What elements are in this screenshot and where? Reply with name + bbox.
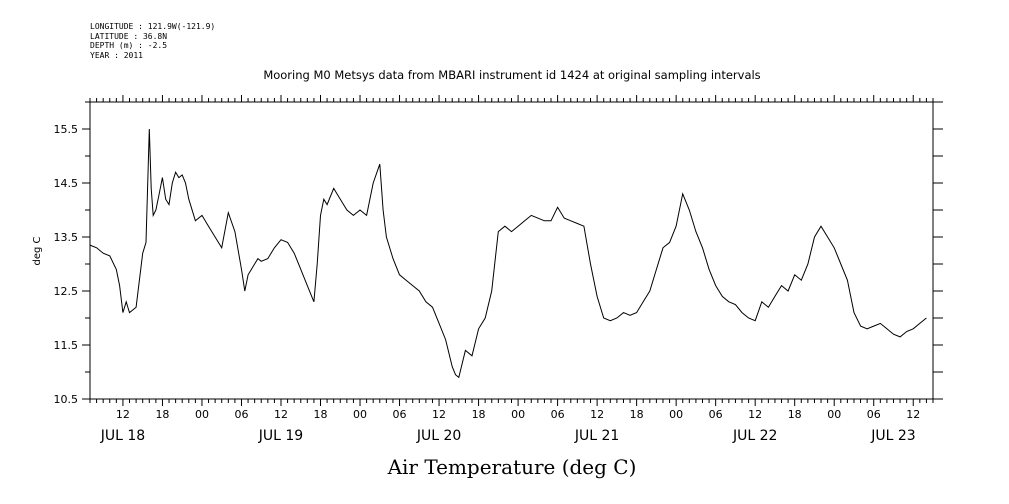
x-tick-label: 06 xyxy=(867,408,881,421)
y-axis-label: deg C xyxy=(32,236,43,265)
x-tick-label: 00 xyxy=(195,408,209,421)
x-tick-label: 12 xyxy=(274,408,288,421)
x-day-label: JUL 20 xyxy=(416,428,461,444)
axis-labels: 10.5 11.5 12.5 13.5 14.5 15.5 12 18 00 06 12 18 00 06… xyxy=(54,123,921,444)
x-tick-label: 00 xyxy=(827,408,841,421)
x-tick-label: 06 xyxy=(234,408,248,421)
x-day-label: JUL 23 xyxy=(870,428,915,444)
x-tick-label: 18 xyxy=(155,408,169,421)
longitude-text: LONGITUDE : 121.9W(-121.9) xyxy=(90,22,216,31)
y-tick-label: 13.5 xyxy=(54,231,79,244)
x-tick-label: 12 xyxy=(116,408,130,421)
x-day-label: JUL 19 xyxy=(258,428,303,444)
x-tick-label: 12 xyxy=(906,408,920,421)
chart-title: Mooring M0 Metsys data from MBARI instru… xyxy=(263,68,760,82)
y-tick-label: 15.5 xyxy=(54,123,79,136)
x-day-label: JUL 22 xyxy=(732,428,777,444)
x-day-label: JUL 21 xyxy=(574,428,619,444)
y-tick-label: 10.5 xyxy=(54,393,79,406)
y-tick-label: 11.5 xyxy=(54,339,79,352)
y-tick-label: 14.5 xyxy=(54,177,79,190)
x-tick-label: 12 xyxy=(432,408,446,421)
x-tick-label: 06 xyxy=(551,408,565,421)
x-tick-label: 18 xyxy=(472,408,486,421)
plot-frame xyxy=(89,101,934,400)
x-tick-label: 00 xyxy=(353,408,367,421)
year-text: YEAR : 2011 xyxy=(90,50,143,60)
y-tick-label: 12.5 xyxy=(54,285,79,298)
x-tick-label: 18 xyxy=(788,408,802,421)
latitude-text: LATITUDE : 36.8N xyxy=(90,31,168,41)
axis-ticks xyxy=(82,95,943,406)
x-day-label: JUL 18 xyxy=(100,428,145,444)
metadata-block: LONGITUDE : 121.9W(-121.9) LATITUDE : 36… xyxy=(90,22,215,60)
depth-text: DEPTH (m) : -2.5 xyxy=(90,41,168,50)
x-tick-label: 00 xyxy=(511,408,525,421)
air-temperature-series-line xyxy=(89,128,927,379)
x-tick-label: 12 xyxy=(590,408,604,421)
x-tick-label: 06 xyxy=(709,408,723,421)
x-tick-label: 18 xyxy=(630,408,644,421)
x-tick-label: 18 xyxy=(314,408,328,421)
x-tick-label: 00 xyxy=(669,408,683,421)
x-tick-label: 06 xyxy=(393,408,407,421)
x-axis-label: Air Temperature (deg C) xyxy=(387,455,637,479)
x-tick-label: 12 xyxy=(748,408,762,421)
